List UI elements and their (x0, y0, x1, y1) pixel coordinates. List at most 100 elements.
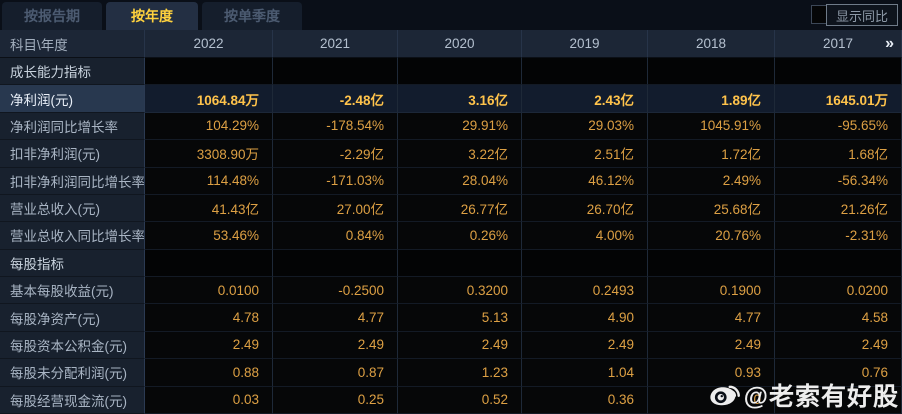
value-cell: 4.00% (522, 222, 648, 250)
table-row[interactable]: 每股资本公积金(元) 2.49 2.49 2.49 2.49 2.49 2.49 (0, 331, 902, 360)
more-years-icon[interactable]: » (885, 35, 894, 52)
value-cell: 4.90 (522, 304, 648, 332)
row-label: 每股净资产(元) (0, 304, 145, 332)
value-cell: -2.48亿 (273, 85, 398, 113)
tab-by-report-period[interactable]: 按报告期 (2, 2, 102, 30)
row-label: 每股经营现金流(元) (0, 386, 145, 414)
table-body: 成长能力指标 净利润(元) 1064.84万 -2.48亿 3.16亿 2.43亿 1.89… (0, 58, 902, 414)
value-cell: 4.77 (273, 304, 398, 332)
header-year-cell[interactable]: 2020 (398, 30, 522, 58)
value-cell: 2.49 (398, 331, 522, 360)
value-cell: 5.13 (398, 304, 522, 332)
value-cell: 0.36 (522, 386, 648, 414)
value-cell: 0.52 (398, 386, 522, 414)
value-cell: 2.49 (775, 331, 902, 360)
value-cell (273, 249, 398, 277)
table-row[interactable]: 基本每股收益(元) 0.0100 -0.2500 0.3200 0.2493 0.1900… (0, 277, 902, 305)
row-label: 净利润(元) (0, 85, 145, 113)
value-cell: 2.49% (648, 167, 775, 195)
period-tabbar: 按报告期 按年度 按单季度 显示同比 (0, 0, 902, 30)
value-cell (648, 58, 775, 86)
value-cell: 25.68亿 (648, 194, 775, 223)
value-cell: 114.48% (145, 167, 273, 195)
value-cell: -2.31% (775, 222, 902, 250)
value-cell: 1.68亿 (775, 140, 902, 168)
value-cell: 26.77亿 (398, 194, 522, 223)
value-cell: 1045.91% (648, 112, 775, 141)
value-cell: 3.22亿 (398, 140, 522, 168)
row-label: 每股资本公积金(元) (0, 331, 145, 360)
table-row[interactable]: 每股指标 (0, 249, 902, 277)
value-cell (775, 386, 902, 414)
value-cell: 3.16亿 (398, 85, 522, 113)
tab-by-year[interactable]: 按年度 (106, 2, 198, 30)
table-row[interactable]: 扣非净利润(元) 3308.90万 -2.29亿 3.22亿 2.51亿 1.72亿 1.6… (0, 140, 902, 168)
value-cell (775, 58, 902, 86)
row-label: 基本每股收益(元) (0, 277, 145, 305)
value-cell (775, 249, 902, 277)
section-row-label: 每股指标 (0, 249, 145, 277)
value-cell: 4.58 (775, 304, 902, 332)
table-row[interactable]: 每股净资产(元) 4.78 4.77 5.13 4.90 4.77 4.58 (0, 304, 902, 332)
table-row[interactable]: 营业总收入(元) 41.43亿 27.00亿 26.77亿 26.70亿 25.68亿 21… (0, 194, 902, 223)
value-cell: -56.34% (775, 167, 902, 195)
value-cell: 20.76% (648, 222, 775, 250)
value-cell: 0.2493 (522, 277, 648, 305)
value-cell: 2.49 (648, 331, 775, 360)
value-cell: 0.87 (273, 359, 398, 387)
header-year-cell[interactable]: 2019 (522, 30, 648, 58)
value-cell (522, 249, 648, 277)
header-year-cell[interactable]: 2022 (145, 30, 273, 58)
value-cell (145, 249, 273, 277)
value-cell: 28.04% (398, 167, 522, 195)
value-cell: -2.29亿 (273, 140, 398, 168)
value-cell: 1.04 (522, 359, 648, 387)
value-cell: 29.03% (522, 112, 648, 141)
header-year-cell[interactable]: 2017 (775, 30, 902, 58)
value-cell: 4.78 (145, 304, 273, 332)
value-cell: -0.2500 (273, 277, 398, 305)
value-cell: 21.26亿 (775, 194, 902, 223)
value-cell: 26.70亿 (522, 194, 648, 223)
tab-by-single-quarter[interactable]: 按单季度 (202, 2, 302, 30)
table-row[interactable]: 净利润(元) 1064.84万 -2.48亿 3.16亿 2.43亿 1.89亿 1645.… (0, 85, 902, 113)
table-row[interactable]: 扣非净利润同比增长率 114.48% -171.03% 28.04% 46.12% 2.4… (0, 167, 902, 195)
show-yoy-button[interactable]: 显示同比 (825, 4, 898, 26)
table-row[interactable]: 净利润同比增长率 104.29% -178.54% 29.91% 29.03% 1045.… (0, 112, 902, 141)
value-cell: 1645.01万 (775, 85, 902, 113)
value-cell (273, 58, 398, 86)
value-cell: 0.88 (145, 359, 273, 387)
value-cell: 0.0100 (145, 277, 273, 305)
header-year-cell[interactable]: 2018 (648, 30, 775, 58)
value-cell: 0 (648, 386, 775, 414)
value-cell: 3308.90万 (145, 140, 273, 168)
header-year-cell[interactable]: 2021 (273, 30, 398, 58)
header-subject-cell: 科目\年度 (0, 30, 145, 58)
value-cell: 2.49 (522, 331, 648, 360)
row-label: 营业总收入同比增长率 (0, 222, 145, 250)
table-row[interactable]: 每股未分配利润(元) 0.88 0.87 1.23 1.04 0.93 0.76 (0, 359, 902, 387)
value-cell: 0.76 (775, 359, 902, 387)
row-label: 每股未分配利润(元) (0, 359, 145, 387)
row-label: 营业总收入(元) (0, 194, 145, 223)
table-row[interactable]: 成长能力指标 (0, 58, 902, 86)
value-cell: 46.12% (522, 167, 648, 195)
value-cell (398, 249, 522, 277)
value-cell: 2.49 (273, 331, 398, 360)
value-cell: 1.89亿 (648, 85, 775, 113)
value-cell: 0.3200 (398, 277, 522, 305)
value-cell: 53.46% (145, 222, 273, 250)
value-cell: 27.00亿 (273, 194, 398, 223)
value-cell: 2.43亿 (522, 85, 648, 113)
row-label: 净利润同比增长率 (0, 112, 145, 141)
value-cell: 41.43亿 (145, 194, 273, 223)
value-cell: 1064.84万 (145, 85, 273, 113)
value-cell (522, 58, 648, 86)
table-row[interactable]: 每股经营现金流(元) 0.03 0.25 0.52 0.36 0 (0, 386, 902, 414)
value-cell: 104.29% (145, 112, 273, 141)
value-cell: 0.03 (145, 386, 273, 414)
value-cell: 29.91% (398, 112, 522, 141)
value-cell: -178.54% (273, 112, 398, 141)
table-row[interactable]: 营业总收入同比增长率 53.46% 0.84% 0.26% 4.00% 20.76% -2.… (0, 222, 902, 250)
